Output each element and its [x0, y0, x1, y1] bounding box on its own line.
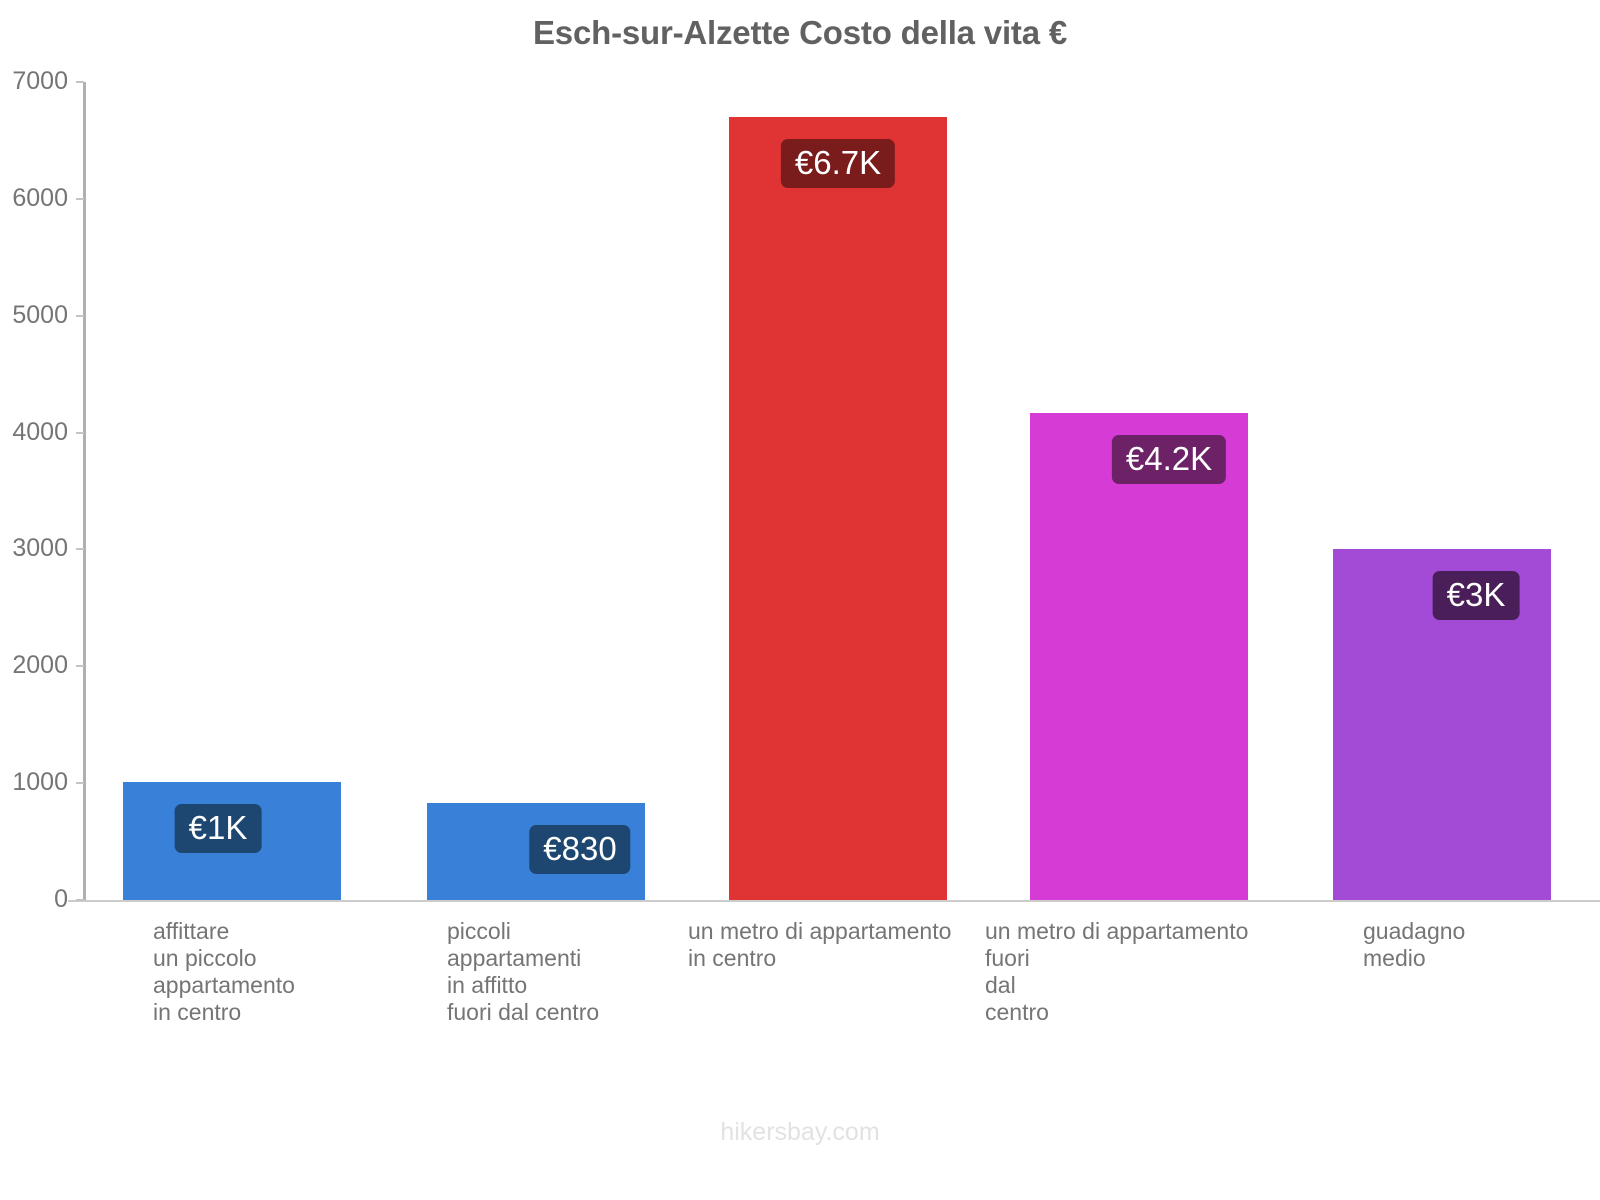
bar-value-label: €6.7K — [780, 139, 896, 189]
x-axis-label-line: un piccolo — [153, 945, 257, 971]
x-axis-label: guadagno medio — [1363, 918, 1465, 972]
y-axis-tick-mark — [76, 314, 84, 317]
y-axis-tick-label: 5000 — [12, 300, 68, 329]
y-axis-tick-label: 6000 — [12, 183, 68, 212]
x-axis-label-line: in centro — [153, 999, 242, 1025]
x-axis-label: un metro di appartamento in centro — [688, 918, 951, 972]
chart-title: Esch-sur-Alzette Costo della vita € — [533, 14, 1067, 51]
y-axis-tick-mark — [76, 81, 84, 83]
x-axis-label-line: centro — [985, 999, 1049, 1025]
y-axis-tick-label: 1000 — [12, 768, 68, 797]
x-axis-label-line: in affitto — [447, 972, 528, 998]
x-axis-label-line: guadagno — [1363, 918, 1466, 944]
watermark: hikersbay.com — [720, 1118, 880, 1146]
x-axis-label-line: affittare — [153, 918, 230, 944]
x-axis-label: un metro di appartamento fuori dal centro — [985, 918, 1248, 1026]
x-axis-label-line: fuori dal centro — [447, 999, 600, 1025]
y-axis-tick-label: 2000 — [12, 651, 68, 680]
y-axis-tick-label: 3000 — [12, 534, 68, 563]
y-axis-tick-mark — [76, 431, 84, 434]
y-axis-tick-mark — [76, 899, 84, 901]
y-axis-tick-mark — [76, 782, 84, 785]
x-axis-label-line: in centro — [688, 945, 777, 971]
y-axis-tick-label: 4000 — [12, 417, 68, 446]
x-axis-label: affittare un piccolo appartamento in centro — [153, 918, 295, 1026]
y-axis-tick-label: 7000 — [12, 67, 68, 95]
bar-value-label: €1K — [174, 803, 262, 853]
x-axis-label-line: fuori — [985, 945, 1030, 971]
x-axis-label-line: medio — [1363, 945, 1426, 971]
bar-value-label: €4.2K — [1111, 434, 1227, 484]
y-axis-tick-mark — [76, 197, 84, 200]
bar[interactable] — [729, 117, 947, 900]
x-axis-line — [68, 900, 1600, 902]
y-axis-tick-mark — [76, 548, 84, 551]
x-axis-label-line: dal — [985, 972, 1016, 998]
x-axis-label-line: appartamento — [153, 972, 295, 998]
bar[interactable] — [1030, 412, 1248, 900]
y-axis-line — [83, 82, 86, 902]
x-axis-label-line: un metro di appartamento — [985, 918, 1249, 944]
x-axis-label-line: appartamenti — [447, 945, 582, 971]
x-axis-label-line: un metro di appartamento — [688, 918, 952, 944]
bar-value-label: €830 — [529, 825, 631, 874]
x-axis-label-line: piccoli — [447, 918, 511, 944]
bar-value-label: €3K — [1432, 571, 1520, 621]
y-axis-tick-label: 0 — [54, 885, 68, 913]
y-axis-tick-mark — [76, 665, 84, 668]
x-axis-label: piccoli appartamenti in affitto fuori dal c… — [447, 918, 599, 1026]
